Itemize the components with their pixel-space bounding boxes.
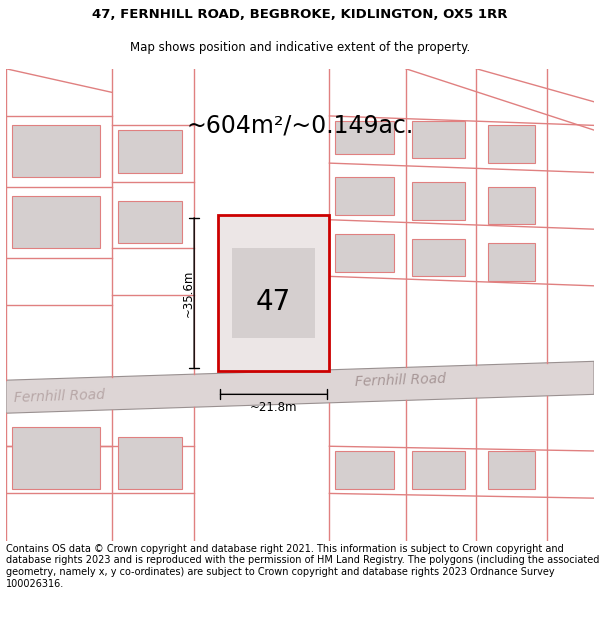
Bar [412, 451, 464, 489]
Text: Contains OS data © Crown copyright and database right 2021. This information is : Contains OS data © Crown copyright and d… [6, 544, 599, 589]
Text: 47: 47 [256, 288, 291, 316]
Bar [488, 126, 535, 163]
Bar [232, 248, 314, 338]
Text: ~21.8m: ~21.8m [250, 401, 297, 414]
Bar [12, 196, 100, 248]
Bar [412, 182, 464, 220]
Text: Fernhill Road: Fernhill Road [354, 372, 446, 389]
Bar [118, 130, 182, 173]
Text: ~604m²/~0.149ac.: ~604m²/~0.149ac. [187, 113, 413, 138]
Bar [488, 187, 535, 224]
Text: Fernhill Road: Fernhill Road [13, 388, 104, 405]
Bar [335, 451, 394, 489]
Bar [12, 428, 100, 489]
Bar [118, 201, 182, 243]
Bar [335, 234, 394, 272]
Text: ~35.6m: ~35.6m [182, 269, 195, 317]
Bar [412, 121, 464, 158]
Polygon shape [6, 361, 594, 413]
Bar [12, 126, 100, 178]
Bar [335, 177, 394, 215]
Bar [488, 451, 535, 489]
Text: 47, FERNHILL ROAD, BEGBROKE, KIDLINGTON, OX5 1RR: 47, FERNHILL ROAD, BEGBROKE, KIDLINGTON,… [92, 8, 508, 21]
Bar [335, 121, 394, 154]
Text: Map shows position and indicative extent of the property.: Map shows position and indicative extent… [130, 41, 470, 54]
Bar [118, 437, 182, 489]
Bar [218, 215, 329, 371]
Bar [488, 243, 535, 281]
Bar [412, 239, 464, 276]
